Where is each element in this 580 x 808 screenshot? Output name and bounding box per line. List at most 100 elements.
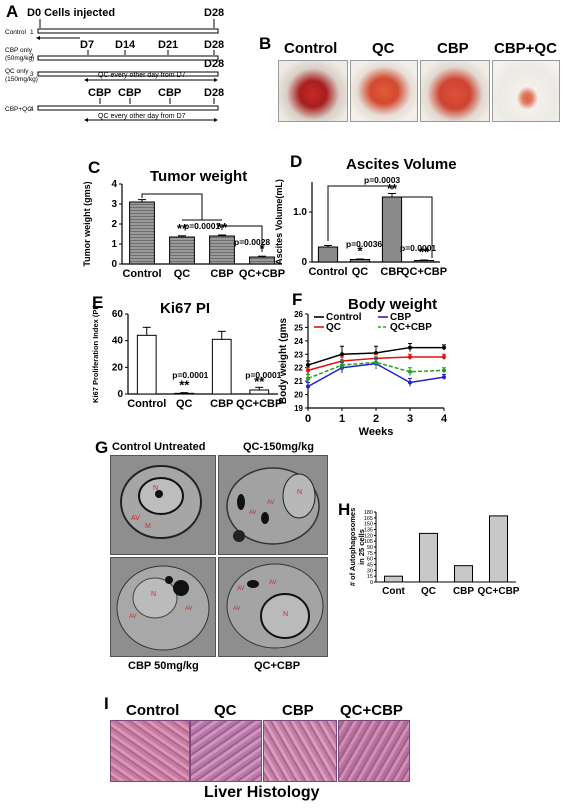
series-line-qc-cbp — [307, 361, 445, 380]
em-caption-control: Control Untreated — [112, 441, 206, 453]
x-tick-label: 0 — [305, 413, 311, 425]
y-tick-label: 105 — [364, 539, 373, 545]
significance-mark: ** — [254, 374, 265, 389]
histology-image-cbp — [263, 720, 337, 782]
x-tick-label: 3 — [407, 413, 413, 425]
y-tick-label: 23 — [294, 350, 303, 359]
data-point — [442, 368, 446, 373]
y-tick-label: 60 — [367, 557, 373, 563]
photo-label-cbp: CBP — [437, 40, 469, 57]
x-category-label: Cont — [382, 586, 405, 597]
p-value-label: p=0.0001 — [172, 370, 208, 380]
y-tick-label: 0 — [301, 257, 307, 268]
row-control-name: Control — [5, 29, 27, 36]
histology-image-qc — [190, 720, 262, 782]
svg-text:AV: AV — [237, 586, 245, 592]
svg-text:AV: AV — [129, 614, 137, 620]
chart-f-title: Body weight — [348, 296, 438, 313]
mark-cbp-2: CBP — [118, 87, 141, 99]
significance-mark: ** — [419, 245, 430, 260]
significance-mark: * — [357, 244, 363, 259]
y-tick-label: 90 — [367, 545, 373, 551]
y-axis-label: in 25 cells — [357, 529, 366, 565]
y-tick-label: 0 — [370, 580, 373, 586]
data-point — [408, 369, 412, 374]
bar-qc-cbp — [413, 260, 435, 263]
tumor-photo-cbp-qc — [492, 60, 560, 122]
x-tick-label: 4 — [441, 413, 448, 425]
y-tick-label: 40 — [112, 336, 124, 347]
y-tick-label: 0 — [117, 389, 123, 400]
x-category-label: QC — [174, 268, 191, 280]
x-category-label: CBP — [380, 266, 403, 278]
histology-image-qc-cbp — [338, 720, 410, 782]
chart-e: 0 20 40 60 Control ** QC CBP ** QC+CBP Ki67 Prolif… — [91, 306, 282, 410]
y-axis-label: # of Autophagosomes — [348, 508, 357, 586]
y-tick-label: 60 — [112, 309, 124, 320]
y-tick-label: 26 — [294, 310, 303, 319]
y-tick-label: 2 — [111, 219, 117, 230]
photo-label-control: Control — [284, 40, 338, 57]
y-tick-label: 3 — [111, 199, 117, 210]
data-point — [374, 360, 378, 365]
y-tick-label: 4 — [111, 179, 117, 190]
em-image-control: N AV M — [110, 455, 216, 555]
bar-qc-cbp — [489, 515, 508, 583]
histology-label-control: Control — [126, 702, 180, 719]
panel-a-timeline: D0 Cells injected D28 Control 1 CBP only… — [5, 7, 224, 122]
mark-d7: D7 — [80, 39, 94, 51]
x-tick-label: 2 — [373, 413, 379, 425]
bar-cbp — [454, 565, 473, 583]
y-tick-label: 25 — [294, 323, 303, 332]
bar-cbp — [211, 338, 232, 395]
svg-text:AV: AV — [269, 580, 277, 586]
row-control-num: 1 — [30, 29, 34, 36]
mark-cbp-3: CBP — [158, 87, 181, 99]
x-category-label: CBP — [210, 268, 233, 280]
p-value-label: p=0.0036 — [346, 239, 382, 249]
bar-qc — [169, 236, 195, 265]
y-tick-label: 21 — [294, 377, 303, 386]
legend-label: QC+CBP — [390, 322, 432, 333]
x-category-label: QC+CBP — [236, 398, 282, 410]
significance-bracket — [392, 196, 433, 258]
legend-label: CBP — [390, 312, 411, 323]
significance-bracket — [221, 225, 263, 252]
y-tick-label: 180 — [364, 510, 373, 516]
y-tick-label: 1 — [111, 239, 117, 250]
y-tick-label: 1.0 — [293, 207, 307, 218]
em-caption-cbp: CBP 50mg/kg — [128, 660, 199, 672]
y-tick-label: 135 — [364, 528, 373, 534]
svg-text:M: M — [145, 523, 151, 530]
chart-d-title: Ascites Volume — [346, 156, 457, 173]
histology-image-control — [110, 720, 190, 782]
svg-text:AV: AV — [185, 606, 193, 612]
em-caption-qc: QC-150mg/kg — [243, 441, 314, 453]
row-qc-num: 3 — [30, 71, 34, 78]
bar-control — [317, 246, 339, 263]
x-tick-label: 1 — [339, 413, 345, 425]
data-point — [340, 352, 344, 357]
x-category-label: Control — [127, 398, 166, 410]
em-image-qc-cbp: N AV AV AV — [218, 557, 328, 657]
row-qc-name: QC only — [5, 68, 29, 75]
x-category-label: QC — [176, 398, 193, 410]
significance-mark: ** — [177, 221, 188, 236]
p-value-label: p=0.0001 — [184, 221, 220, 231]
bar-control — [136, 334, 157, 395]
y-axis-label: Tumor weight (gms) — [82, 181, 92, 266]
chart-e-title: Ki67 PI — [160, 300, 211, 317]
data-point — [442, 375, 446, 380]
mark-d28-3: D28 — [204, 58, 224, 70]
tumor-photo-cbp — [420, 60, 490, 122]
y-tick-label: 24 — [294, 337, 303, 346]
bar-cbp — [209, 235, 235, 265]
x-category-label: CBP — [453, 586, 474, 597]
y-tick-label: 0 — [111, 259, 117, 270]
row-cbp-name: CBP only — [5, 47, 33, 54]
x-category-label: CBP — [210, 398, 233, 410]
x-category-label: QC+CBP — [478, 586, 520, 597]
